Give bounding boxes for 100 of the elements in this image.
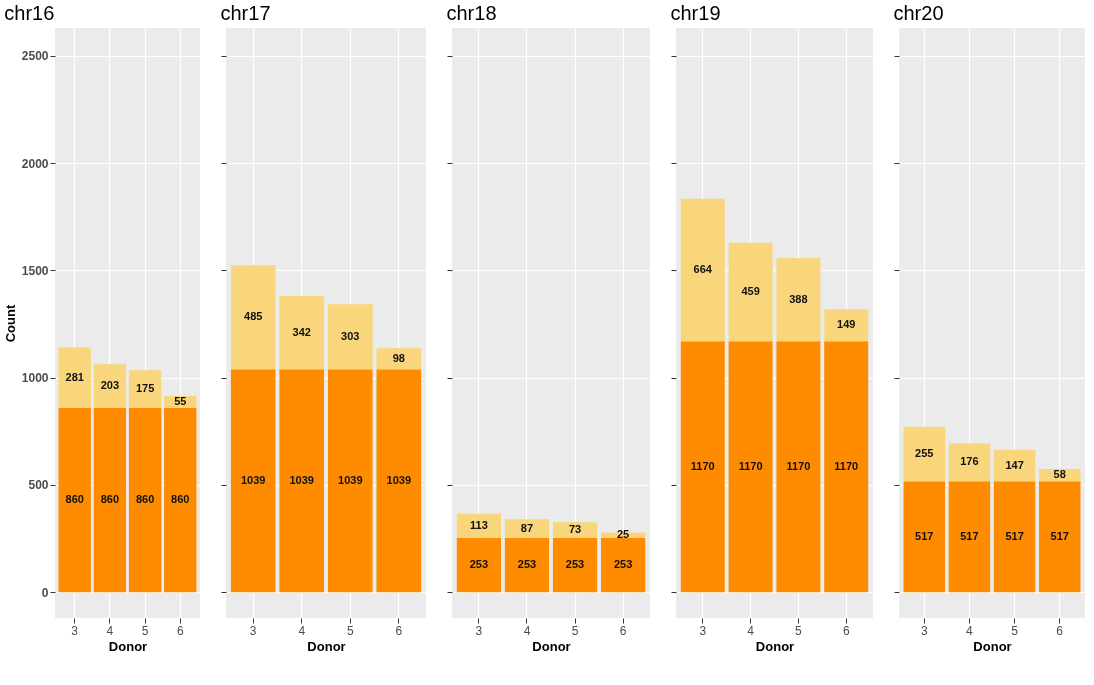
y-tick-label: 1000 xyxy=(21,371,49,386)
data-label: 517 xyxy=(1005,529,1024,542)
bar xyxy=(128,370,162,408)
bar xyxy=(776,341,821,593)
x-tick-label: 3 xyxy=(475,623,483,638)
x-tick-label: 4 xyxy=(106,623,114,638)
bar xyxy=(728,341,773,593)
data-label: 1170 xyxy=(690,459,715,472)
chart-title: chr20 xyxy=(893,2,944,24)
y-tick-label: 2000 xyxy=(21,156,49,171)
bar xyxy=(230,265,276,370)
data-label: 1170 xyxy=(738,459,763,472)
data-label: 860 xyxy=(65,493,84,505)
x-tick-label: 3 xyxy=(71,623,79,638)
data-label: 1039 xyxy=(386,473,412,486)
data-label: 281 xyxy=(65,370,84,383)
data-label: 388 xyxy=(789,292,808,305)
data-label: 149 xyxy=(837,318,856,331)
chart-title: chr16 xyxy=(4,2,55,24)
bar xyxy=(279,369,325,593)
bar xyxy=(824,341,869,593)
x-tick-label: 4 xyxy=(523,623,531,638)
bar xyxy=(903,426,946,482)
data-label: 253 xyxy=(517,558,537,571)
y-tick-label: 1500 xyxy=(21,263,49,278)
bar xyxy=(279,295,325,370)
data-label: 147 xyxy=(1005,458,1024,471)
bar xyxy=(776,257,821,342)
data-label: 860 xyxy=(100,493,120,505)
data-label: 1039 xyxy=(338,473,363,486)
y-tick-label: 500 xyxy=(28,478,49,493)
y-axis-title: Count xyxy=(2,304,18,343)
data-label: 55 xyxy=(174,394,187,407)
x-tick-label: 3 xyxy=(249,623,257,638)
data-label: 203 xyxy=(100,378,120,391)
bar xyxy=(552,537,598,593)
bar xyxy=(58,407,91,593)
bar xyxy=(1038,481,1081,593)
data-label: 664 xyxy=(693,263,713,276)
data-label: 87 xyxy=(520,521,534,534)
bar xyxy=(903,481,946,593)
x-tick-label: 5 xyxy=(795,623,803,638)
bar xyxy=(93,364,127,408)
data-label: 860 xyxy=(135,493,155,505)
chart-title: chr17 xyxy=(220,2,271,24)
data-label: 253 xyxy=(565,558,585,571)
x-tick-label: 3 xyxy=(699,623,707,638)
data-label: 255 xyxy=(915,446,934,459)
data-label: 253 xyxy=(613,558,633,571)
bar xyxy=(552,522,598,538)
data-label: 58 xyxy=(1053,468,1066,481)
data-label: 98 xyxy=(392,351,405,364)
x-axis-title: Donor xyxy=(755,638,795,654)
x-tick-label: 5 xyxy=(571,623,579,638)
x-axis-title: Donor xyxy=(532,638,571,654)
data-label: 1170 xyxy=(786,459,811,472)
bar xyxy=(376,369,422,593)
data-label: 1170 xyxy=(834,459,859,472)
bar xyxy=(456,537,502,593)
bar xyxy=(504,519,550,538)
bar xyxy=(504,537,550,593)
y-tick-label: 0 xyxy=(41,585,49,600)
bar xyxy=(376,348,422,370)
bar xyxy=(948,443,991,482)
bar xyxy=(327,369,373,593)
x-axis-title: Donor xyxy=(307,638,346,654)
bar xyxy=(164,407,197,593)
x-axis-title: Donor xyxy=(973,638,1012,654)
data-label: 113 xyxy=(470,518,488,531)
data-label: 73 xyxy=(568,523,582,536)
data-label: 176 xyxy=(960,455,979,468)
x-tick-label: 6 xyxy=(1056,623,1064,638)
bar xyxy=(993,481,1036,593)
data-label: 860 xyxy=(171,493,190,505)
data-label: 303 xyxy=(341,329,360,342)
bar xyxy=(948,481,991,593)
data-label: 253 xyxy=(469,558,489,571)
bar xyxy=(680,341,725,593)
data-label: 342 xyxy=(292,325,311,338)
bar xyxy=(93,407,127,593)
bar xyxy=(128,407,162,593)
x-tick-label: 3 xyxy=(920,623,928,638)
x-tick-label: 6 xyxy=(176,623,184,638)
bar xyxy=(824,309,869,342)
data-label: 1039 xyxy=(289,473,314,486)
bar xyxy=(327,304,373,370)
bar xyxy=(600,537,646,593)
data-label: 175 xyxy=(135,381,155,394)
data-label: 25 xyxy=(616,528,630,541)
x-tick-label: 6 xyxy=(619,623,627,638)
x-axis-title: Donor xyxy=(108,638,148,654)
data-label: 517 xyxy=(915,529,934,542)
chart-title: chr19 xyxy=(670,2,721,24)
data-label: 1039 xyxy=(240,473,266,486)
x-tick-label: 5 xyxy=(141,623,149,638)
bar xyxy=(680,198,725,342)
x-tick-label: 6 xyxy=(395,623,403,638)
x-tick-label: 5 xyxy=(1011,623,1019,638)
bar xyxy=(230,369,276,593)
bar xyxy=(728,242,773,342)
